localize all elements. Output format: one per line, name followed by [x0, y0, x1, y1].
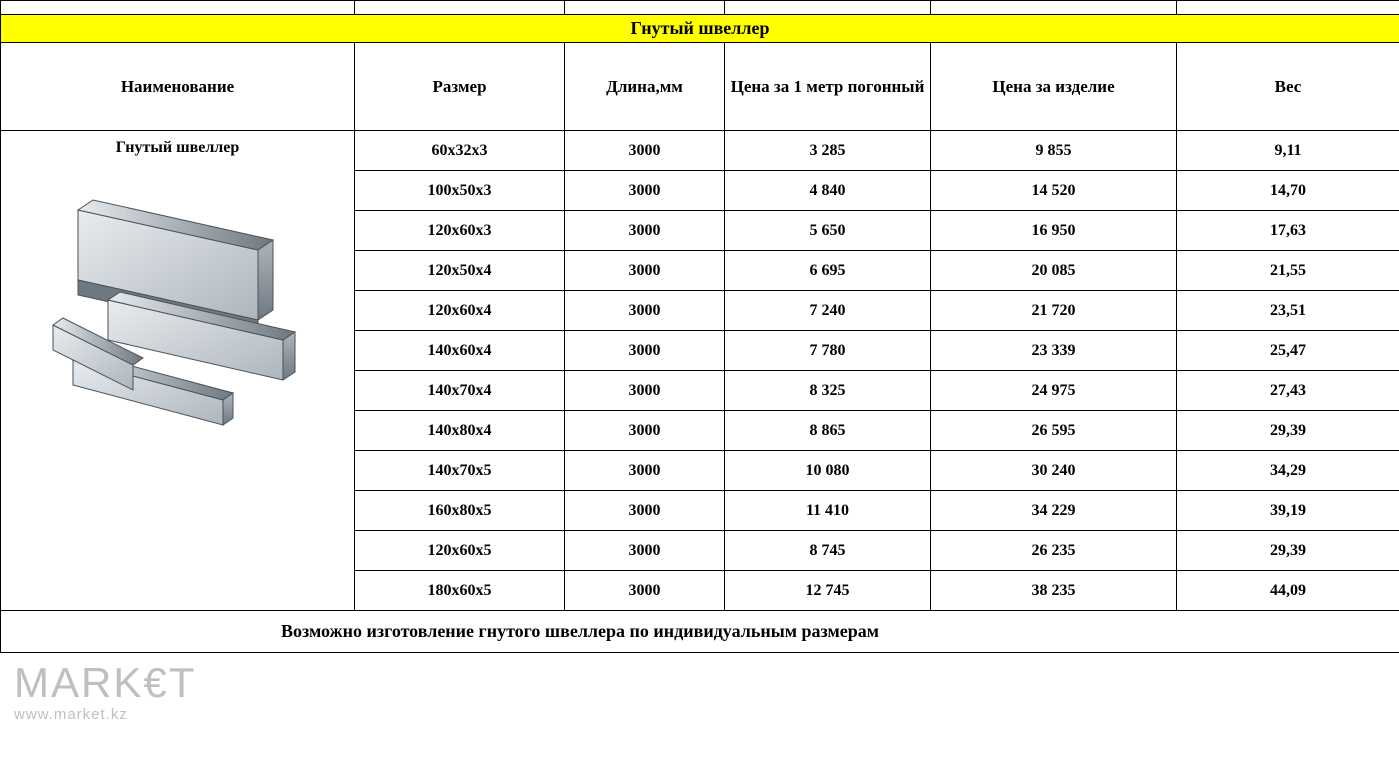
- cell-price-per-item: 26 595: [931, 411, 1177, 451]
- section-title-row: Гнутый швеллер: [1, 15, 1399, 43]
- footer-note: Возможно изготовление гнутого швеллера п…: [1, 611, 1399, 653]
- cell-price-per-item: 21 720: [931, 291, 1177, 331]
- cell-length: 3000: [565, 211, 725, 251]
- watermark: MARK€T www.market.kz: [14, 662, 196, 723]
- cell-weight: 29,39: [1177, 411, 1399, 451]
- col-weight: Вес: [1177, 43, 1399, 131]
- cell-price-per-item: 20 085: [931, 251, 1177, 291]
- cell-length: 3000: [565, 131, 725, 171]
- cell-price-per-m: 8 745: [725, 531, 931, 571]
- cell-length: 3000: [565, 371, 725, 411]
- cell-length: 3000: [565, 571, 725, 611]
- cell-weight: 27,43: [1177, 371, 1399, 411]
- cell-weight: 34,29: [1177, 451, 1399, 491]
- cell-length: 3000: [565, 491, 725, 531]
- cell-length: 3000: [565, 171, 725, 211]
- cell-size: 180х60х5: [355, 571, 565, 611]
- cell-weight: 29,39: [1177, 531, 1399, 571]
- col-size: Размер: [355, 43, 565, 131]
- cell-price-per-m: 12 745: [725, 571, 931, 611]
- cell-price-per-m: 7 780: [725, 331, 931, 371]
- cell-size: 100х50х3: [355, 171, 565, 211]
- cell-price-per-m: 4 840: [725, 171, 931, 211]
- cell-price-per-item: 38 235: [931, 571, 1177, 611]
- cell-weight: 39,19: [1177, 491, 1399, 531]
- cell-size: 120х50х4: [355, 251, 565, 291]
- cell-length: 3000: [565, 451, 725, 491]
- product-image: [38, 165, 318, 445]
- col-name: Наименование: [1, 43, 355, 131]
- cell-price-per-item: 9 855: [931, 131, 1177, 171]
- cell-price-per-m: 5 650: [725, 211, 931, 251]
- cell-price-per-item: 26 235: [931, 531, 1177, 571]
- table-row: Гнутый швеллер 60х32х330003 2859 855: [1, 131, 1399, 171]
- cell-price-per-item: 14 520: [931, 171, 1177, 211]
- top-sliver-row: [1, 1, 1399, 15]
- cell-price-per-m: 10 080: [725, 451, 931, 491]
- cell-weight: 25,47: [1177, 331, 1399, 371]
- footer-row: Возможно изготовление гнутого швеллера п…: [1, 611, 1399, 653]
- cell-price-per-m: 6 695: [725, 251, 931, 291]
- watermark-url: www.market.kz: [14, 706, 196, 723]
- cell-price-per-m: 7 240: [725, 291, 931, 331]
- watermark-brand: MARK€T: [14, 662, 196, 704]
- cell-size: 140х60х4: [355, 331, 565, 371]
- cell-length: 3000: [565, 291, 725, 331]
- cell-price-per-m: 8 865: [725, 411, 931, 451]
- cell-price-per-item: 24 975: [931, 371, 1177, 411]
- cell-weight: 23,51: [1177, 291, 1399, 331]
- cell-weight: 17,63: [1177, 211, 1399, 251]
- cell-size: 120х60х3: [355, 211, 565, 251]
- group-cell: Гнутый швеллер: [1, 131, 355, 611]
- header-row: Наименование Размер Длина,мм Цена за 1 м…: [1, 43, 1399, 131]
- cell-weight: 44,09: [1177, 571, 1399, 611]
- cell-size: 140х70х4: [355, 371, 565, 411]
- cell-length: 3000: [565, 531, 725, 571]
- cell-weight: 9,11: [1177, 131, 1399, 171]
- section-title: Гнутый швеллер: [1, 15, 1399, 43]
- price-table: Гнутый швеллер Наименование Размер Длина…: [0, 0, 1399, 653]
- cell-weight: 21,55: [1177, 251, 1399, 291]
- cell-length: 3000: [565, 251, 725, 291]
- cell-price-per-m: 11 410: [725, 491, 931, 531]
- group-name: Гнутый швеллер: [1, 139, 354, 157]
- col-price-per-m: Цена за 1 метр погонный: [725, 43, 931, 131]
- cell-price-per-m: 3 285: [725, 131, 931, 171]
- col-length: Длина,мм: [565, 43, 725, 131]
- cell-size: 140х70х5: [355, 451, 565, 491]
- cell-price-per-item: 23 339: [931, 331, 1177, 371]
- cell-size: 60х32х3: [355, 131, 565, 171]
- cell-price-per-m: 8 325: [725, 371, 931, 411]
- cell-price-per-item: 16 950: [931, 211, 1177, 251]
- cell-price-per-item: 34 229: [931, 491, 1177, 531]
- cell-length: 3000: [565, 331, 725, 371]
- cell-size: 120х60х5: [355, 531, 565, 571]
- cell-weight: 14,70: [1177, 171, 1399, 211]
- cell-price-per-item: 30 240: [931, 451, 1177, 491]
- col-price-item: Цена за изделие: [931, 43, 1177, 131]
- cell-size: 160х80х5: [355, 491, 565, 531]
- cell-length: 3000: [565, 411, 725, 451]
- cell-size: 120х60х4: [355, 291, 565, 331]
- cell-size: 140х80х4: [355, 411, 565, 451]
